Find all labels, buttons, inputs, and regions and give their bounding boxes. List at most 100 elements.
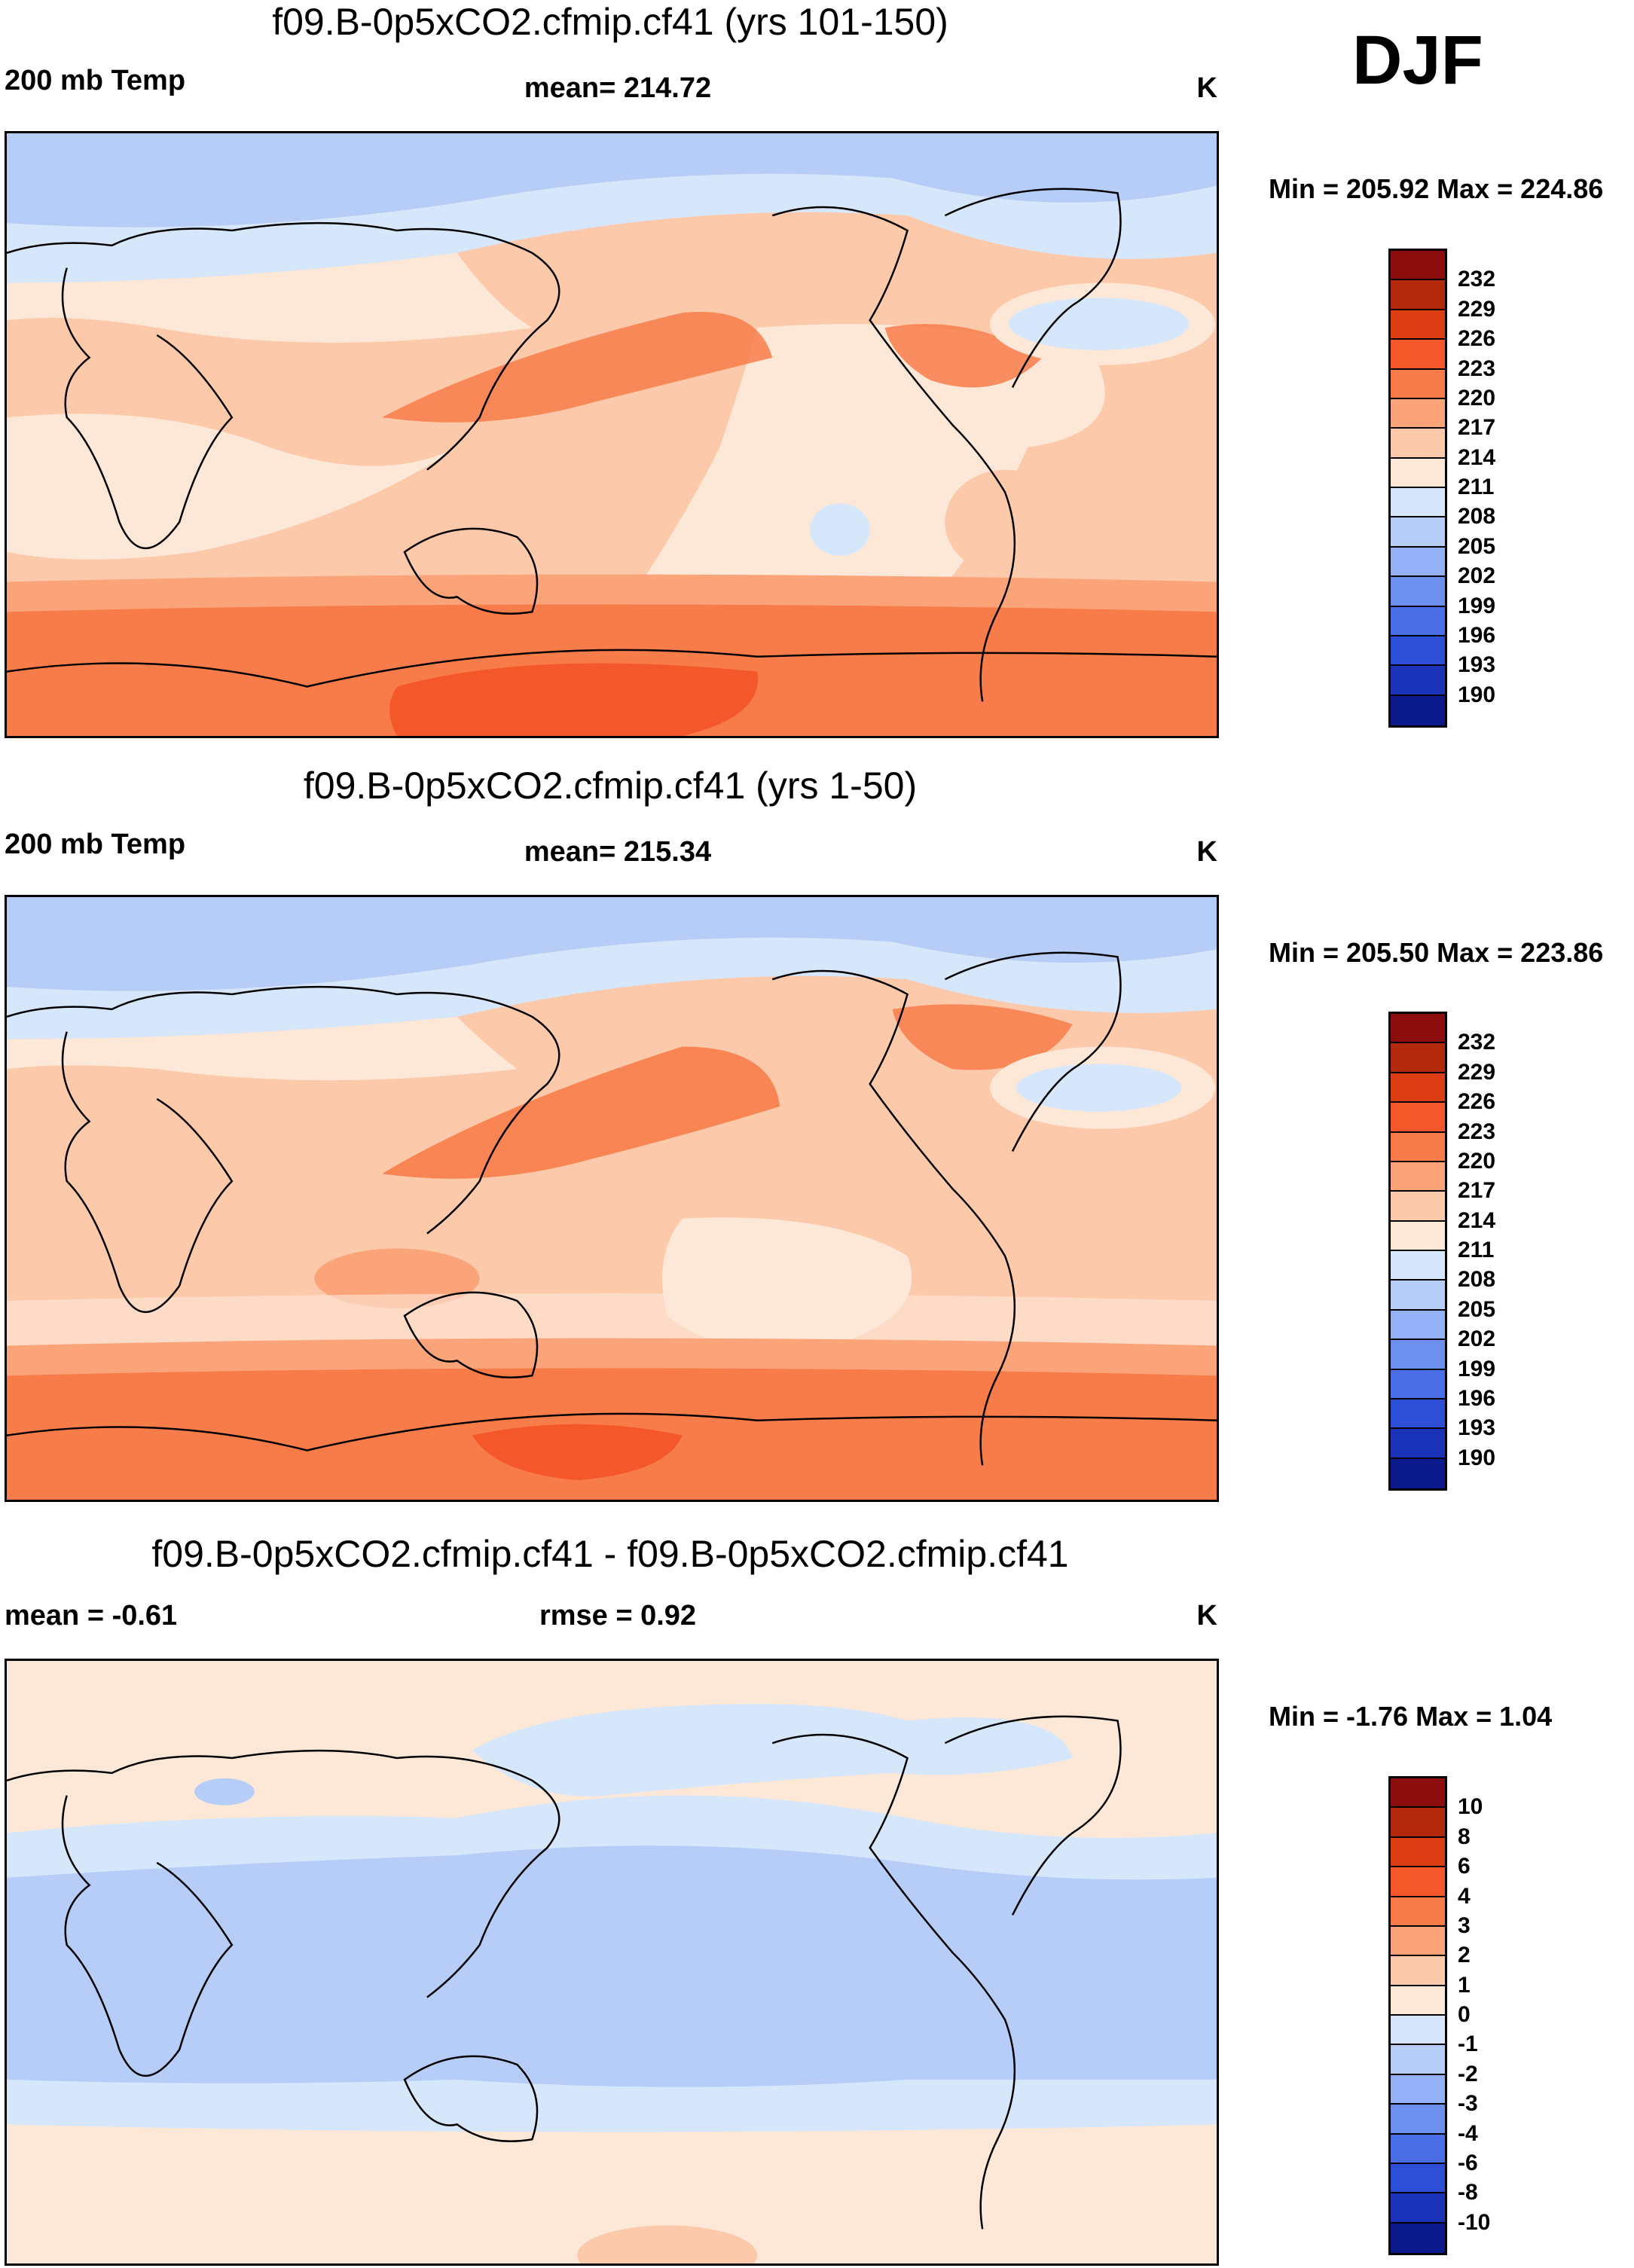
colorbar-segment [1391, 369, 1445, 399]
colorbar-segment [1391, 1808, 1445, 1838]
colorbar-tick-label: -8 [1458, 2180, 1478, 2205]
colorbar-segment [1391, 547, 1445, 578]
colorbar-segment [1391, 1192, 1445, 1222]
colorbar-tick-label: 199 [1458, 1356, 1496, 1381]
panel2-minmax: Min = 205.50 Max = 223.86 [1269, 937, 1604, 968]
colorbar-tick-label: 2 [1458, 1943, 1471, 1968]
panel1-units: K [1196, 72, 1217, 104]
colorbar-tick-label: 226 [1458, 1089, 1496, 1115]
colorbar-tick-label: -3 [1458, 2091, 1478, 2117]
colorbar-tick-label: 220 [1458, 385, 1496, 411]
colorbar-tick-label: 229 [1458, 296, 1496, 322]
colorbar-tick-label: 190 [1458, 1445, 1496, 1470]
colorbar-segment [1391, 1897, 1445, 1927]
colorbar-segment [1391, 2016, 1445, 2046]
panel3-colorbar [1388, 1776, 1447, 2255]
colorbar-tick-label: 205 [1458, 533, 1496, 559]
colorbar-tick-label: 214 [1458, 444, 1496, 470]
panel3-map [5, 1659, 1219, 2266]
colorbar-tick-label: 10 [1458, 1794, 1483, 1820]
colorbar-tick-label: 3 [1458, 1912, 1471, 1938]
colorbar-tick-label: 4 [1458, 1883, 1471, 1909]
colorbar-tick-label: 232 [1458, 267, 1496, 292]
colorbar-tick-label: 208 [1458, 1267, 1496, 1293]
colorbar-tick-label: 196 [1458, 622, 1496, 648]
colorbar-segment [1391, 310, 1445, 340]
colorbar-tick-label: 223 [1458, 1119, 1496, 1144]
colorbar-tick-label: 1 [1458, 1972, 1471, 1998]
colorbar-segment [1391, 2105, 1445, 2135]
panel2-mean-label: mean= 215.34 [524, 836, 712, 868]
colorbar-segment [1391, 1926, 1445, 1957]
colorbar-tick-label: -1 [1458, 2031, 1478, 2057]
colorbar-segment [1391, 1161, 1445, 1192]
colorbar-tick-label: 202 [1458, 1326, 1496, 1352]
colorbar-tick-label: 202 [1458, 563, 1496, 589]
panel2-title: f09.B-0p5xCO2.cfmip.cf41 (yrs 1-50) [303, 765, 918, 807]
colorbar-segment [1391, 1399, 1445, 1430]
colorbar-tick-label: -6 [1458, 2150, 1478, 2175]
colorbar-segment [1391, 1778, 1445, 1809]
colorbar-tick-label: 208 [1458, 504, 1496, 530]
colorbar-segment [1391, 2134, 1445, 2164]
colorbar-tick-label: 196 [1458, 1385, 1496, 1411]
colorbar-segment [1391, 429, 1445, 459]
colorbar-tick-label: 217 [1458, 415, 1496, 441]
colorbar-tick-label: 190 [1458, 682, 1496, 707]
colorbar-segment [1391, 458, 1445, 488]
colorbar-segment [1391, 1429, 1445, 1459]
colorbar-segment [1391, 1221, 1445, 1251]
colorbar-tick-label: 0 [1458, 2002, 1471, 2027]
panel2-colorbar [1388, 1012, 1447, 1491]
panel1-map [5, 131, 1219, 738]
colorbar-segment [1391, 1369, 1445, 1400]
colorbar-tick-label: -10 [1458, 2209, 1491, 2235]
panel1-minmax: Min = 205.92 Max = 224.86 [1269, 173, 1604, 204]
panel1-left-label: 200 mb Temp [5, 65, 186, 96]
colorbar-segment [1391, 340, 1445, 370]
colorbar-tick-label: 223 [1458, 356, 1496, 381]
colorbar-segment [1391, 1073, 1445, 1103]
colorbar-segment [1391, 1103, 1445, 1133]
panel3-mean-label: mean = -0.61 [5, 1600, 178, 1632]
colorbar-segment [1391, 1867, 1445, 1897]
colorbar-tick-label: 229 [1458, 1059, 1496, 1085]
colorbar-tick-label: 8 [1458, 1824, 1471, 1849]
colorbar-segment [1391, 577, 1445, 607]
colorbar-segment [1391, 666, 1445, 696]
colorbar-tick-label: 226 [1458, 326, 1496, 352]
colorbar-segment [1391, 695, 1445, 725]
colorbar-segment [1391, 606, 1445, 636]
panel3-title: f09.B-0p5xCO2.cfmip.cf41 - f09.B-0p5xCO2… [151, 1533, 1069, 1575]
colorbar-segment [1391, 1956, 1445, 1986]
colorbar-segment [1391, 280, 1445, 310]
colorbar-segment [1391, 1986, 1445, 2016]
colorbar-tick-label: 214 [1458, 1207, 1496, 1233]
panel3-units: K [1196, 1600, 1217, 1632]
colorbar-segment [1391, 1043, 1445, 1073]
colorbar-tick-label: 232 [1458, 1030, 1496, 1055]
colorbar-segment [1391, 251, 1445, 281]
colorbar-segment [1391, 1281, 1445, 1311]
colorbar-segment [1391, 2045, 1445, 2075]
colorbar-segment [1391, 1014, 1445, 1044]
colorbar-segment [1391, 1458, 1445, 1488]
colorbar-segment [1391, 2163, 1445, 2194]
colorbar-segment [1391, 1132, 1445, 1162]
panel2-left-label: 200 mb Temp [5, 829, 186, 860]
colorbar-segment [1391, 2223, 1445, 2253]
colorbar-tick-label: 6 [1458, 1854, 1471, 1879]
colorbar-tick-label: -4 [1458, 2120, 1478, 2146]
colorbar-segment [1391, 1251, 1445, 1281]
colorbar-segment [1391, 636, 1445, 667]
colorbar-tick-label: 220 [1458, 1148, 1496, 1174]
panel3-minmax: Min = -1.76 Max = 1.04 [1269, 1701, 1553, 1732]
colorbar-tick-label: 211 [1458, 1238, 1495, 1262]
season-label: DJF [1352, 22, 1483, 99]
colorbar-tick-label: 199 [1458, 593, 1496, 618]
panel1-title: f09.B-0p5xCO2.cfmip.cf41 (yrs 101-150) [272, 1, 948, 43]
colorbar-tick-label: 205 [1458, 1296, 1496, 1322]
panel1-colorbar [1388, 249, 1447, 728]
colorbar-segment [1391, 398, 1445, 429]
colorbar-tick-label: 193 [1458, 1415, 1496, 1441]
